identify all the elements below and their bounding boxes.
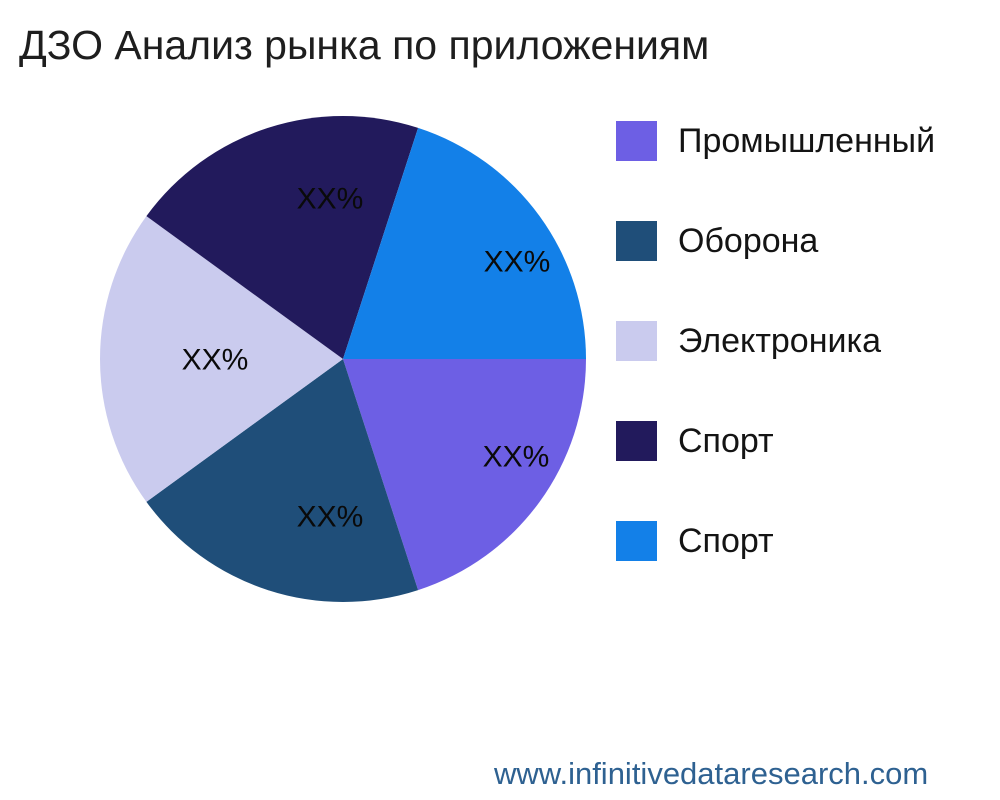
pie-slice-label: XX% <box>297 183 364 216</box>
legend-label: Спорт <box>678 421 774 460</box>
legend-label: Спорт <box>678 521 774 560</box>
pie-slice-label: XX% <box>483 441 550 474</box>
legend-swatch <box>616 321 657 361</box>
pie-slice-label: XX% <box>297 501 364 534</box>
legend-swatch <box>616 221 657 261</box>
pie-slice-4 <box>146 115 419 360</box>
legend-swatch <box>616 421 657 461</box>
pie-slice-2 <box>146 359 419 603</box>
legend-swatch <box>616 121 657 161</box>
pie-slice-label: XX% <box>484 246 551 279</box>
legend-item-4: Спорт <box>616 421 935 461</box>
legend-swatch <box>616 521 657 561</box>
legend-item-5: Спорт <box>616 521 935 561</box>
legend-item-1: Промышленный <box>616 121 935 161</box>
pie-slice-1 <box>343 359 586 591</box>
chart-title: ДЗО Анализ рынка по приложениям <box>19 22 710 68</box>
legend-label: Оборона <box>678 221 819 260</box>
legend: Промышленный Оборона Электроника Спорт Спорт <box>616 121 935 561</box>
legend-item-2: Оборона <box>616 221 935 261</box>
pie-slice-label: XX% <box>182 344 249 377</box>
pie-slice-3 <box>100 216 343 502</box>
legend-label: Промышленный <box>678 121 936 160</box>
legend-label: Электроника <box>678 321 882 360</box>
footer-url[interactable]: www.infinitivedataresearch.com <box>494 756 929 791</box>
pie-slice-5 <box>343 127 586 359</box>
legend-item-3: Электроника <box>616 321 935 361</box>
